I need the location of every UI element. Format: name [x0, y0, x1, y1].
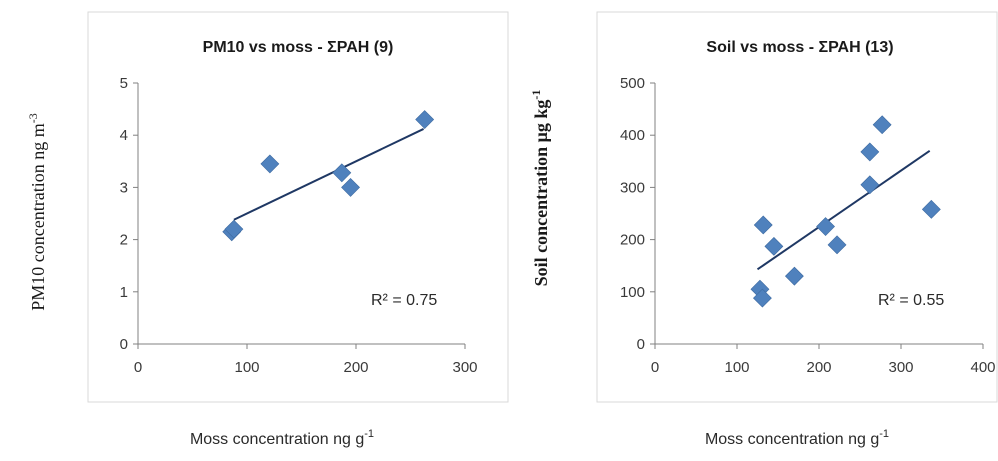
chart-title-pm10: PM10 vs moss - ΣPAH (9) [203, 39, 394, 56]
y-axis-label-pm10: PM10 concentration ng m-3 [26, 113, 48, 310]
chart-panel-pm10: PM10 vs moss - ΣPAH (9) 0 1 2 3 4 5 0 100 200 300… [87, 11, 509, 403]
x-tick-label: 100 [724, 359, 749, 376]
x-tick-label: 200 [343, 359, 368, 376]
y-tick-label: 2 [120, 232, 128, 249]
y-tick-label: 300 [620, 179, 645, 196]
y-tick-label: 3 [120, 179, 128, 196]
data-point-soil [921, 199, 941, 219]
y-tick-label: 200 [620, 232, 645, 249]
points-pm10 [222, 110, 435, 242]
x-axis-label-pm10: Moss concentration ng g-1 [190, 428, 374, 448]
ticks-pm10: 0 1 2 3 4 5 0 100 200 300 [120, 75, 478, 376]
y-tick-label: 4 [120, 127, 128, 144]
data-point-pm10 [415, 110, 435, 129]
x-tick-label: 0 [134, 359, 142, 376]
data-point-soil [827, 235, 847, 255]
y-tick-label: 0 [120, 336, 128, 353]
data-point-soil [860, 175, 880, 195]
y-tick-label: 0 [637, 336, 645, 353]
y-axis-label-soil: Soil concentration μg kg-1 [529, 90, 551, 287]
r-squared-label-soil: R² = 0.55 [878, 292, 944, 309]
chart-panel-soil: Soil vs moss - ΣPAH (13) 0 100 200 300 400 50… [596, 11, 998, 403]
x-tick-label: 300 [452, 359, 477, 376]
y-tick-label: 500 [620, 75, 645, 92]
data-point-soil [753, 215, 773, 235]
y-tick-label: 1 [120, 284, 128, 301]
x-tick-label: 100 [234, 359, 259, 376]
x-tick-label: 400 [970, 359, 995, 376]
points-soil [750, 115, 941, 308]
data-point-soil [860, 142, 880, 162]
r-squared-label-pm10: R² = 0.75 [371, 292, 437, 309]
y-tick-label: 5 [120, 75, 128, 92]
data-point-soil [816, 217, 835, 236]
data-point-pm10 [224, 219, 244, 239]
data-point-soil [764, 236, 784, 256]
data-point-soil [784, 266, 804, 286]
data-point-pm10 [341, 177, 360, 197]
ticks-soil: 0 100 200 300 400 500 0 100 200 300 400 [620, 75, 996, 376]
data-point-pm10 [260, 154, 280, 174]
chart-title-soil: Soil vs moss - ΣPAH (13) [706, 39, 893, 56]
data-point-pm10 [332, 163, 352, 183]
x-tick-label: 300 [888, 359, 913, 376]
y-tick-label: 400 [620, 127, 645, 144]
trendline [756, 150, 931, 271]
data-point-soil [752, 288, 772, 308]
trendline [233, 128, 425, 221]
chart-frame-pm10 [87, 11, 509, 403]
trendline-pm10 [233, 128, 425, 221]
trendline-soil [756, 150, 931, 271]
data-point-soil [872, 115, 892, 135]
x-tick-label: 0 [651, 359, 659, 376]
x-tick-label: 200 [806, 359, 831, 376]
y-tick-label: 100 [620, 284, 645, 301]
x-axis-label-soil: Moss concentration ng g-1 [705, 428, 889, 448]
